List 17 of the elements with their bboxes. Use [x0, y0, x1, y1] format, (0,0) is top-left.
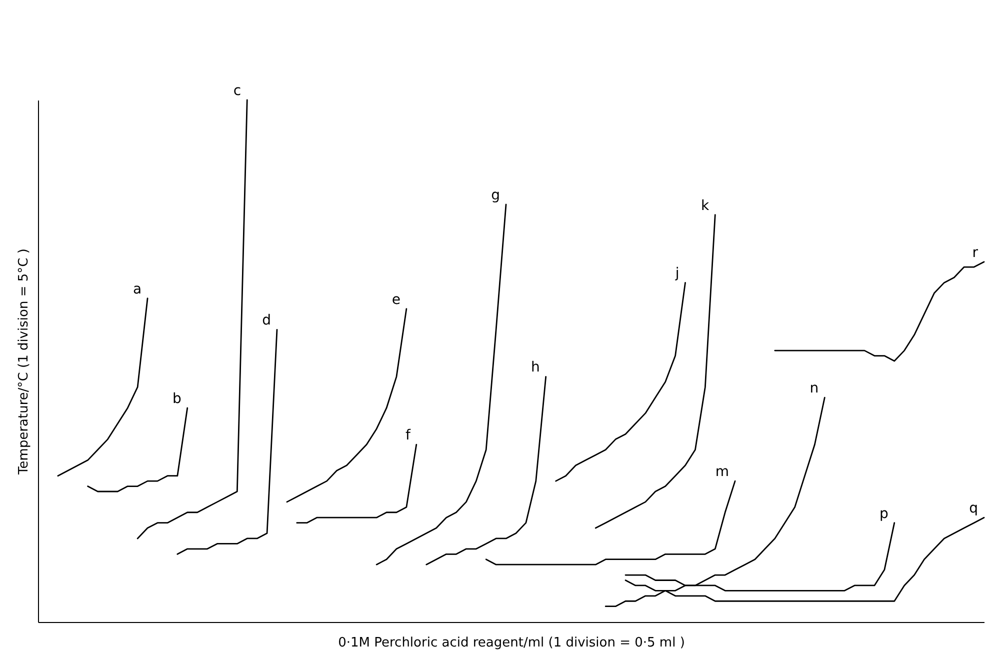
series-label: k — [701, 198, 710, 214]
series-label: j — [674, 266, 680, 282]
series-label: d — [262, 312, 271, 329]
series-label: e — [392, 292, 400, 308]
series-label: q — [969, 500, 978, 517]
series-label: c — [233, 83, 242, 99]
series-label: n — [810, 380, 819, 397]
series-label: p — [879, 506, 888, 522]
series-label: g — [491, 187, 500, 204]
series-label: f — [405, 428, 412, 444]
y-axis-title: Temperature/°C (1 division = 5°C ) — [16, 248, 32, 476]
series-label: m — [715, 464, 730, 480]
x-axis-title: 0·1M Perchloric acid reagent/ml (1 division = 0·5 ml ) — [338, 636, 685, 650]
series-label: r — [972, 244, 978, 261]
series-label: b — [172, 390, 182, 407]
series-label: a — [132, 281, 142, 298]
series-label: h — [530, 360, 540, 376]
